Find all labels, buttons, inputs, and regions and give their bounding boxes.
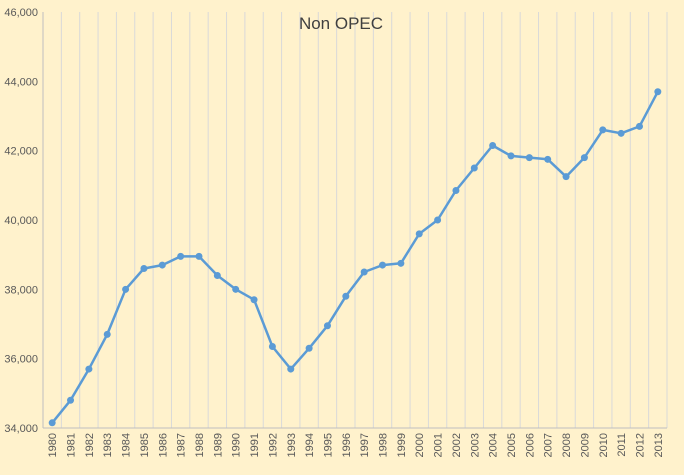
data-point — [287, 365, 295, 373]
data-point — [177, 252, 185, 260]
x-tick-label: 2010 — [598, 433, 610, 457]
x-tick-label: 1993 — [286, 433, 298, 457]
x-tick-label: 2003 — [469, 433, 481, 457]
x-tick-label: 2013 — [653, 433, 665, 457]
x-tick-label: 2000 — [414, 433, 426, 457]
x-tick-label: 1990 — [231, 433, 243, 457]
data-point — [599, 126, 607, 134]
x-tick-label: 2004 — [488, 433, 500, 457]
x-tick-label: 1983 — [102, 433, 114, 457]
x-axis-tick-labels: 1980 1981 1982 1983 1984 1985 1986 1987 1988 1989… — [47, 433, 665, 457]
axes — [42, 12, 667, 429]
data-point — [434, 216, 442, 224]
data-point — [470, 164, 478, 172]
x-tick-label: 1985 — [139, 433, 151, 457]
x-tick-label: 1989 — [212, 433, 224, 457]
x-tick-label: 1986 — [157, 433, 169, 457]
data-point — [122, 285, 130, 293]
data-point — [213, 271, 221, 279]
y-tick-label: 46,000 — [4, 7, 38, 19]
y-tick-label: 36,000 — [4, 354, 38, 366]
data-point — [195, 252, 203, 260]
data-point — [232, 285, 240, 293]
y-tick-label: 34,000 — [4, 423, 38, 435]
data-point — [103, 330, 111, 338]
data-point — [635, 122, 643, 130]
data-point — [452, 187, 460, 195]
data-point — [489, 141, 497, 149]
data-point — [342, 292, 350, 300]
x-tick-label: 2009 — [579, 433, 591, 457]
data-point — [305, 344, 313, 352]
y-tick-label: 44,000 — [4, 76, 38, 88]
x-tick-label: 2005 — [506, 433, 518, 457]
data-point — [580, 154, 588, 162]
x-tick-label: 1994 — [304, 433, 316, 457]
x-tick-label: 1984 — [121, 433, 133, 457]
data-point — [415, 230, 423, 238]
data-point — [268, 343, 276, 351]
x-tick-label: 1982 — [84, 433, 96, 457]
y-tick-label: 42,000 — [4, 146, 38, 158]
data-point — [323, 322, 331, 330]
data-point — [544, 155, 552, 163]
data-point — [67, 396, 75, 404]
x-tick-label: 1998 — [378, 433, 390, 457]
gridlines — [42, 12, 668, 428]
data-point — [525, 154, 533, 162]
x-tick-label: 1996 — [341, 433, 353, 457]
y-tick-label: 40,000 — [4, 215, 38, 227]
data-point — [379, 261, 387, 269]
data-point — [250, 296, 258, 304]
data-point — [507, 152, 515, 160]
x-tick-label: 1997 — [359, 433, 371, 457]
x-tick-label: 1999 — [396, 433, 408, 457]
data-point — [397, 259, 405, 267]
x-tick-label: 2007 — [543, 433, 555, 457]
y-axis-tick-labels: 34,000 36,000 38,000 40,000 42,000 44,000 46,0… — [4, 7, 38, 435]
data-point — [48, 419, 56, 427]
x-tick-label: 2012 — [634, 433, 646, 457]
x-tick-label: 2001 — [433, 433, 445, 457]
series-line — [51, 91, 659, 424]
data-series — [48, 88, 662, 427]
x-tick-label: 2006 — [524, 433, 536, 457]
chart-title: Non OPEC — [299, 14, 383, 33]
x-tick-label: 1980 — [47, 433, 59, 457]
x-tick-label: 1981 — [66, 433, 78, 457]
data-point — [85, 365, 93, 373]
data-point — [158, 261, 166, 269]
x-tick-label: 1987 — [176, 433, 188, 457]
data-point — [140, 265, 148, 273]
data-point — [617, 129, 625, 137]
x-tick-label: 2002 — [451, 433, 463, 457]
x-tick-label: 2011 — [616, 433, 628, 457]
data-point — [654, 88, 662, 96]
x-tick-label: 1992 — [267, 433, 279, 457]
x-tick-label: 1988 — [194, 433, 206, 457]
x-tick-label: 1995 — [322, 433, 334, 457]
data-point — [562, 173, 570, 181]
data-point — [360, 268, 368, 276]
x-tick-label: 1991 — [249, 433, 261, 457]
x-tick-label: 2008 — [561, 433, 573, 457]
y-tick-label: 38,000 — [4, 284, 38, 296]
